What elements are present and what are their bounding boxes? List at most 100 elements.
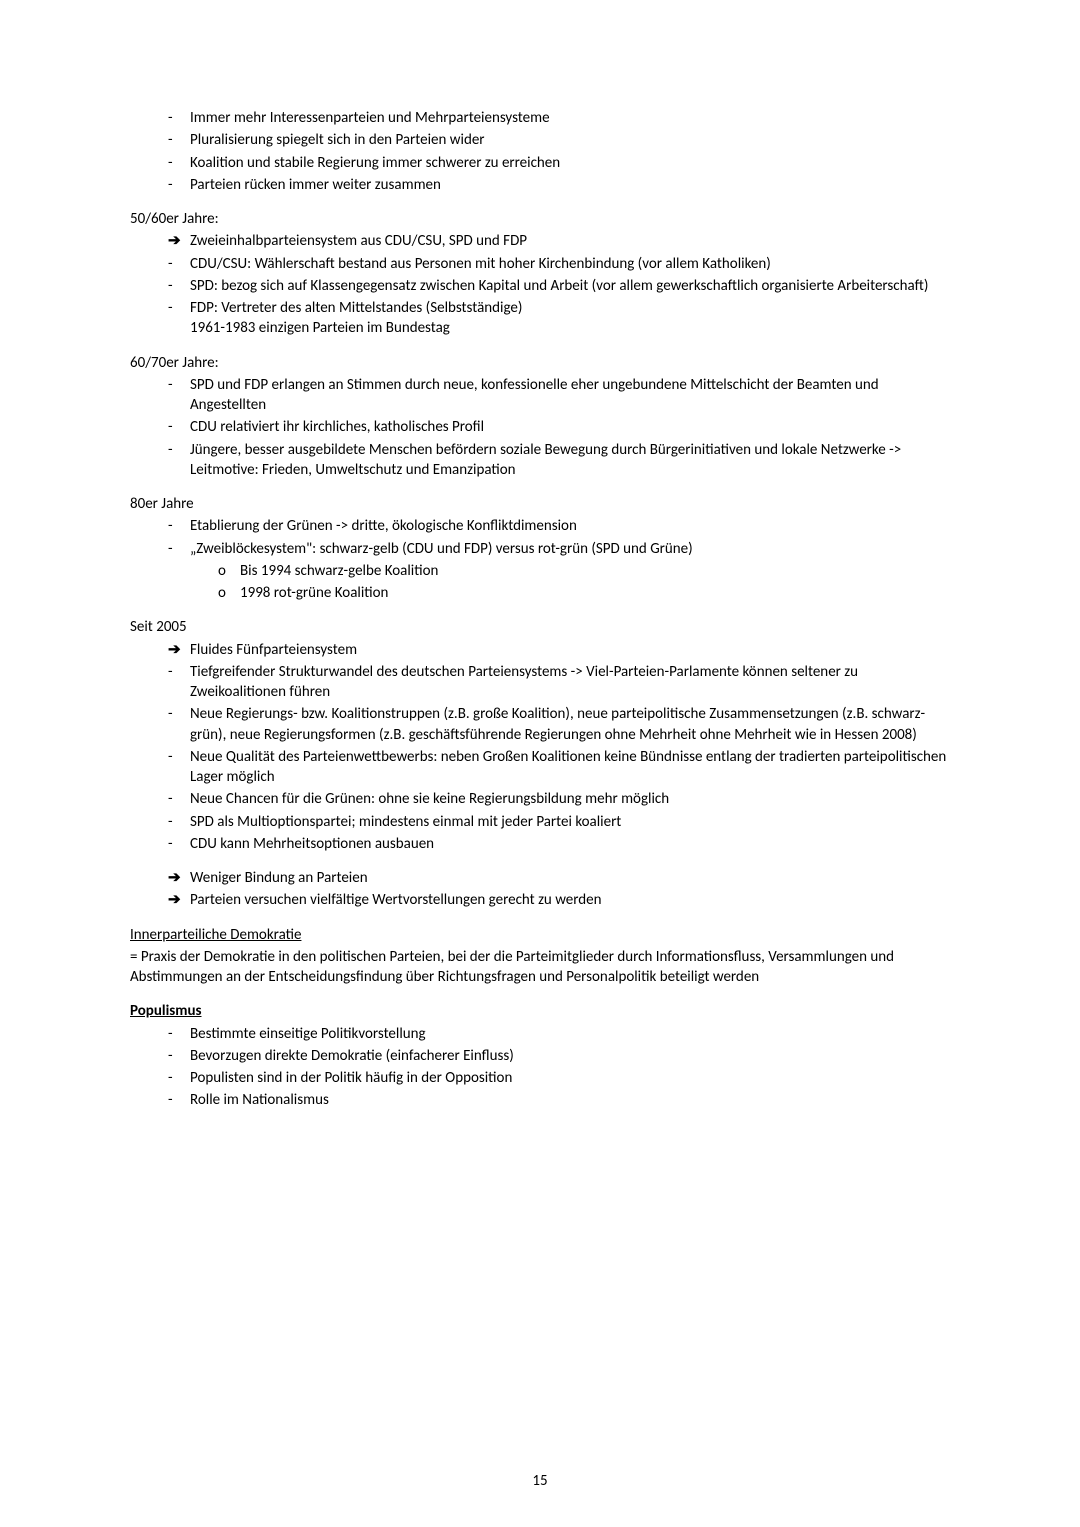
bullet-dash: - (130, 704, 190, 724)
section-heading-5060: 50/60er Jahre: (130, 209, 950, 229)
list-item: oBis 1994 schwarz-gelbe Koalition (130, 561, 950, 581)
bullet-dash: - (130, 1024, 190, 1044)
section-heading-2005: Seit 2005 (130, 617, 950, 637)
list-item: -SPD: bezog sich auf Klassengegensatz zw… (130, 276, 950, 296)
list-item: -„Zweiblöckesystem": schwarz-gelb (CDU u… (130, 539, 950, 559)
list-text: Bis 1994 schwarz-gelbe Koalition (240, 561, 950, 581)
bullet-dash: - (130, 130, 190, 150)
list-item: -Neue Chancen für die Grünen: ohne sie k… (130, 789, 950, 809)
list-item: -CDU/CSU: Wählerschaft bestand aus Perso… (130, 254, 950, 274)
sec3-sublist: oBis 1994 schwarz-gelbe Koalition o1998 … (130, 561, 950, 604)
bullet-arrow-icon: ➔ (130, 868, 190, 888)
list-item: -Etablierung der Grünen -> dritte, ökolo… (130, 516, 950, 536)
list-item: ➔Zweieinhalbparteiensystem aus CDU/CSU, … (130, 231, 950, 251)
paragraph-text: = Praxis der Demokratie in den politisch… (130, 947, 950, 988)
list-item: -Parteien rücken immer weiter zusammen (130, 175, 950, 195)
list-item: -Rolle im Nationalismus (130, 1090, 950, 1110)
list-item: o1998 rot-grüne Koalition (130, 583, 950, 603)
bullet-dash: - (130, 539, 190, 559)
list-item: ➔Weniger Bindung an Parteien (130, 868, 950, 888)
list-text: SPD und FDP erlangen an Stimmen durch ne… (190, 375, 950, 416)
list-text: Neue Qualität des Parteienwettbewerbs: n… (190, 747, 950, 788)
list-item: -Jüngere, besser ausgebildete Menschen b… (130, 440, 950, 481)
section-heading-innerparteiliche: Innerparteiliche Demokratie (130, 925, 950, 945)
list-item: -CDU kann Mehrheitsoptionen ausbauen (130, 834, 950, 854)
list-item: -Neue Regierungs- bzw. Koalitionstruppen… (130, 704, 950, 745)
list-text: Weniger Bindung an Parteien (190, 868, 950, 888)
list-text: Fluides Fünfparteiensystem (190, 640, 950, 660)
list-text: Populisten sind in der Politik häufig in… (190, 1068, 950, 1088)
sec2-list: -SPD und FDP erlangen an Stimmen durch n… (130, 375, 950, 480)
list-text: Zweieinhalbparteiensystem aus CDU/CSU, S… (190, 231, 950, 251)
list-item: -Bestimmte einseitige Politikvorstellung (130, 1024, 950, 1044)
list-item: -Immer mehr Interessenparteien und Mehrp… (130, 108, 950, 128)
list-item: -Bevorzugen direkte Demokratie (einfache… (130, 1046, 950, 1066)
bullet-dash: - (130, 417, 190, 437)
list-item: -Pluralisierung spiegelt sich in den Par… (130, 130, 950, 150)
list-item: -Neue Qualität des Parteienwettbewerbs: … (130, 747, 950, 788)
list-text: CDU relativiert ihr kirchliches, katholi… (190, 417, 950, 437)
section-heading-populismus: Populismus (130, 1001, 950, 1021)
bullet-dash: - (130, 298, 190, 318)
sec3-list: -Etablierung der Grünen -> dritte, ökolo… (130, 516, 950, 559)
bullet-dash: - (130, 254, 190, 274)
list-item: -Tiefgreifender Strukturwandel des deuts… (130, 662, 950, 703)
bullet-circle: o (130, 561, 240, 581)
page-number: 15 (0, 1471, 1080, 1491)
list-item: ➔Fluides Fünfparteiensystem (130, 640, 950, 660)
list-text: Bestimmte einseitige Politikvorstellung (190, 1024, 950, 1044)
sec4-tail-list: ➔Weniger Bindung an Parteien ➔Parteien v… (130, 868, 950, 911)
section-heading-6070: 60/70er Jahre: (130, 353, 950, 373)
list-text: Koalition und stabile Regierung immer sc… (190, 153, 950, 173)
list-item: -CDU relativiert ihr kirchliches, kathol… (130, 417, 950, 437)
bullet-dash: - (130, 662, 190, 682)
intro-list: -Immer mehr Interessenparteien und Mehrp… (130, 108, 950, 195)
bullet-dash: - (130, 375, 190, 395)
bullet-dash: - (130, 276, 190, 296)
bullet-dash: - (130, 789, 190, 809)
list-item: -Populisten sind in der Politik häufig i… (130, 1068, 950, 1088)
bullet-arrow-icon: ➔ (130, 640, 190, 660)
list-text: Neue Regierungs- bzw. Koalitionstruppen … (190, 704, 950, 745)
bullet-circle: o (130, 583, 240, 603)
bullet-dash: - (130, 175, 190, 195)
bullet-dash: - (130, 516, 190, 536)
list-text: Rolle im Nationalismus (190, 1090, 950, 1110)
list-item: -SPD als Multioptionspartei; mindestens … (130, 812, 950, 832)
bullet-dash: - (130, 834, 190, 854)
bullet-dash: - (130, 1068, 190, 1088)
bullet-arrow-icon: ➔ (130, 231, 190, 251)
list-item: -SPD und FDP erlangen an Stimmen durch n… (130, 375, 950, 416)
list-text: Bevorzugen direkte Demokratie (einfacher… (190, 1046, 950, 1066)
list-text: Tiefgreifender Strukturwandel des deutsc… (190, 662, 950, 703)
bullet-dash: - (130, 812, 190, 832)
sec6-list: -Bestimmte einseitige Politikvorstellung… (130, 1024, 950, 1111)
bullet-dash: - (130, 747, 190, 767)
list-text: CDU kann Mehrheitsoptionen ausbauen (190, 834, 950, 854)
list-item: -FDP: Vertreter des alten Mittelstandes … (130, 298, 950, 339)
bullet-dash: - (130, 108, 190, 128)
list-text: Immer mehr Interessenparteien und Mehrpa… (190, 108, 950, 128)
section-heading-80: 80er Jahre (130, 494, 950, 514)
list-text: Parteien versuchen vielfältige Wertvorst… (190, 890, 950, 910)
list-text: Neue Chancen für die Grünen: ohne sie ke… (190, 789, 950, 809)
list-text: SPD: bezog sich auf Klassengegensatz zwi… (190, 276, 950, 296)
document-page: -Immer mehr Interessenparteien und Mehrp… (0, 0, 1080, 1527)
bullet-dash: - (130, 440, 190, 460)
bullet-dash: - (130, 1090, 190, 1110)
list-text: Jüngere, besser ausgebildete Menschen be… (190, 440, 950, 481)
list-item: ➔Parteien versuchen vielfältige Wertvors… (130, 890, 950, 910)
list-text: CDU/CSU: Wählerschaft bestand aus Person… (190, 254, 950, 274)
bullet-arrow-icon: ➔ (130, 890, 190, 910)
list-item: -Koalition und stabile Regierung immer s… (130, 153, 950, 173)
list-text: Pluralisierung spiegelt sich in den Part… (190, 130, 950, 150)
list-text: FDP: Vertreter des alten Mittelstandes (… (190, 298, 950, 339)
sec1-list: ➔Zweieinhalbparteiensystem aus CDU/CSU, … (130, 231, 950, 338)
list-text: Etablierung der Grünen -> dritte, ökolog… (190, 516, 950, 536)
list-text: Parteien rücken immer weiter zusammen (190, 175, 950, 195)
list-text: 1998 rot-grüne Koalition (240, 583, 950, 603)
sec4-list: ➔Fluides Fünfparteiensystem -Tiefgreifen… (130, 640, 950, 855)
bullet-dash: - (130, 153, 190, 173)
bullet-dash: - (130, 1046, 190, 1066)
list-text: „Zweiblöckesystem": schwarz-gelb (CDU un… (190, 539, 950, 559)
